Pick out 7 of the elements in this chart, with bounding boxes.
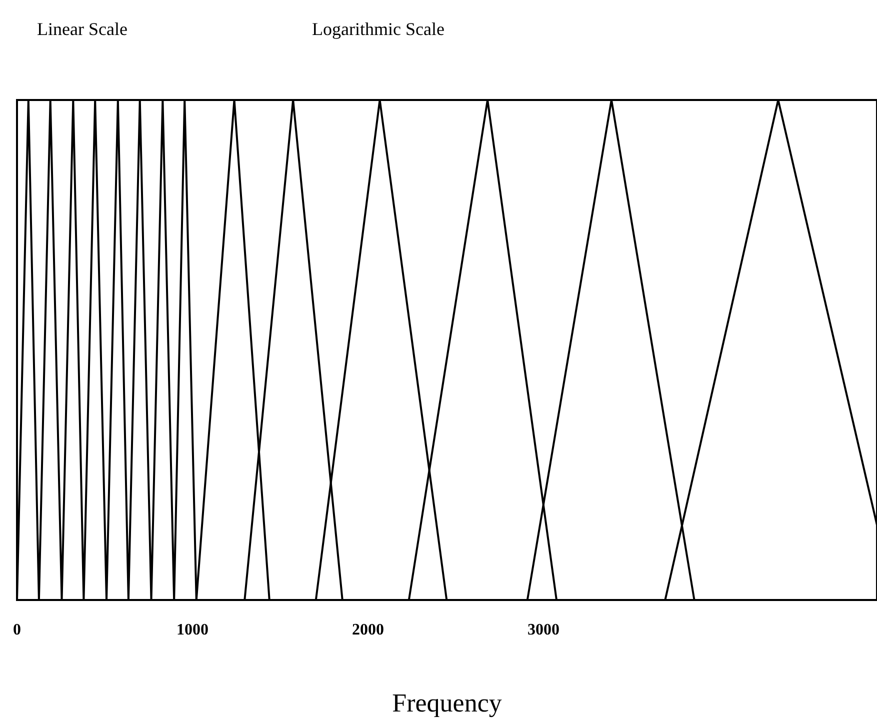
text: Linear Scale	[37, 19, 128, 39]
text: Logarithmic Scale	[312, 19, 444, 39]
x-tick-label: 0	[13, 622, 21, 638]
x-tick-label: 3000	[528, 622, 560, 638]
x-tick-label: 2000	[352, 622, 384, 638]
x-axis-title: Frequency	[392, 688, 502, 718]
x-tick-label: 1000	[176, 622, 209, 638]
